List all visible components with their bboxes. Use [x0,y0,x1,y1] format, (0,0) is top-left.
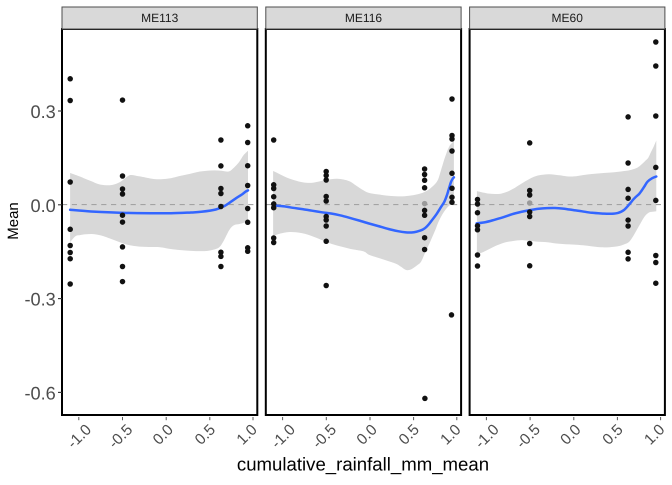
svg-text:cumulative_rainfall_mm_mean: cumulative_rainfall_mm_mean [237,454,489,475]
svg-text:ME60: ME60 [552,11,584,25]
svg-text:ME113: ME113 [141,11,178,25]
svg-text:ME116: ME116 [345,11,382,25]
svg-text:0.0: 0.0 [31,196,56,216]
svg-text:-0.6: -0.6 [24,383,55,403]
svg-text:Mean: Mean [5,202,22,240]
svg-text:-0.3: -0.3 [24,290,55,310]
svg-text:0.3: 0.3 [31,102,56,122]
